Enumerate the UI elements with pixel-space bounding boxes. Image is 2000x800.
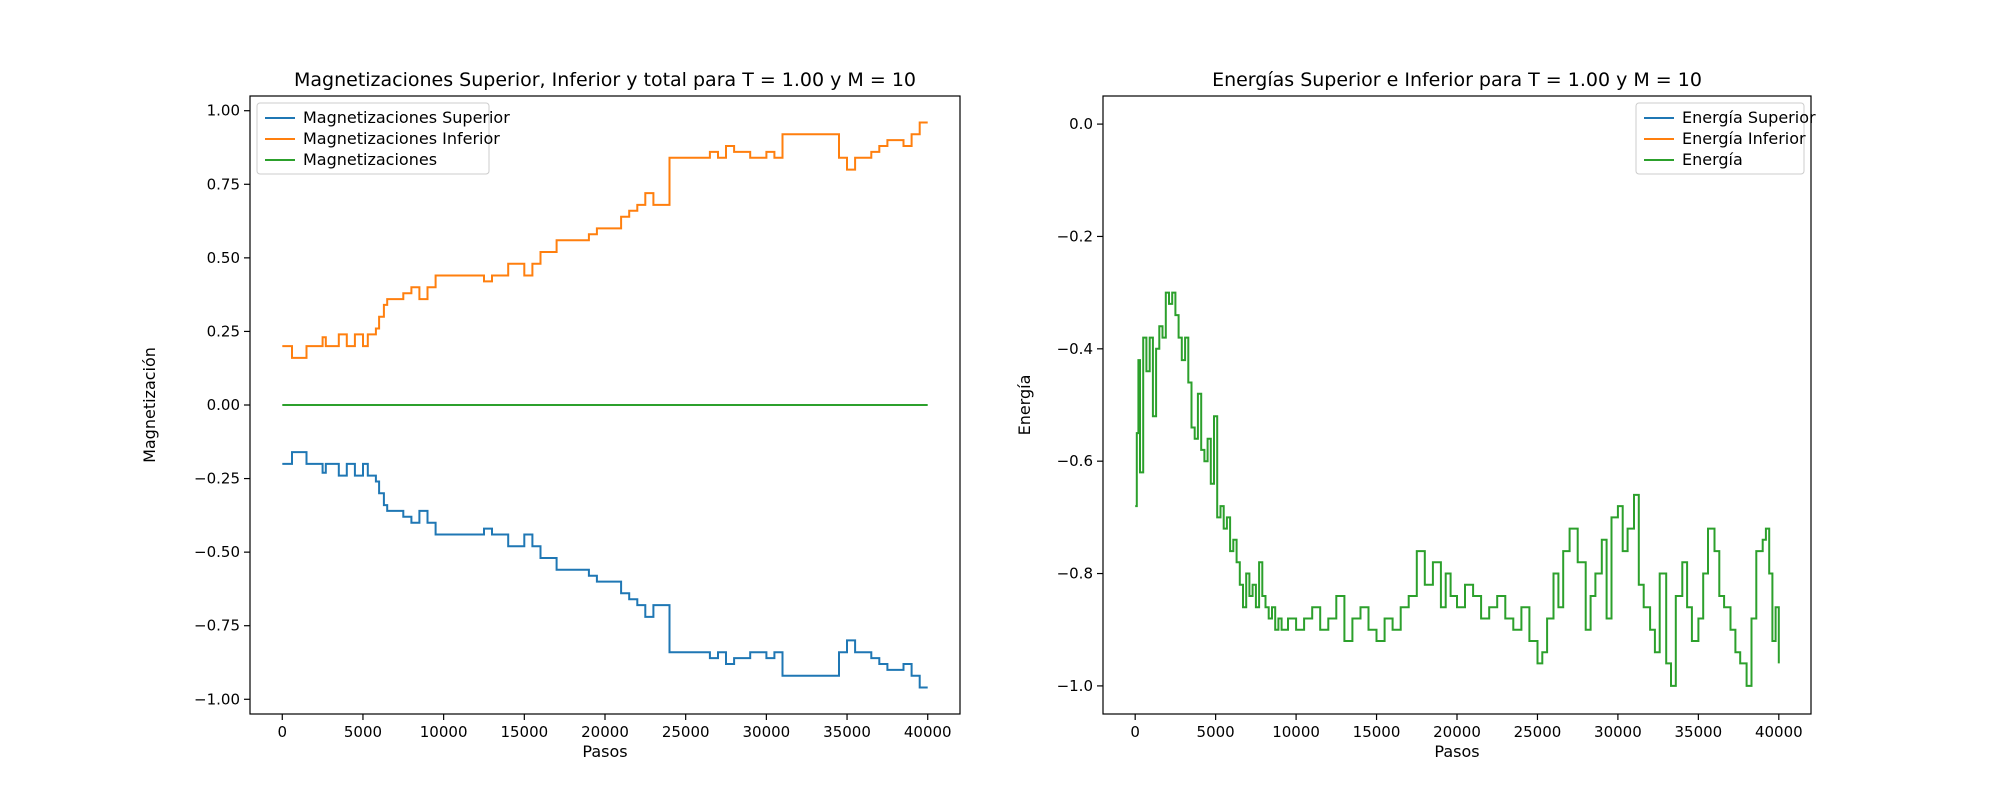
x-tick-label: 40000: [904, 723, 952, 741]
x-tick-label: 10000: [1272, 723, 1320, 741]
y-axis-label: Energía: [1015, 375, 1034, 436]
legend-label: Magnetizaciones Inferior: [303, 129, 500, 148]
series-line-1-2: [1135, 291, 1780, 687]
series-line-0-1: [282, 121, 928, 359]
y-axis-label: Magnetización: [140, 347, 159, 463]
legend-label: Energía: [1682, 150, 1743, 169]
y-tick-label: −0.2: [1057, 227, 1093, 245]
y-tick-label: 1.00: [207, 102, 240, 120]
y-tick-label: −0.8: [1057, 565, 1093, 583]
x-tick-label: 35000: [1675, 723, 1723, 741]
x-axis-label: Pasos: [582, 742, 627, 761]
x-tick-label: 5000: [344, 723, 382, 741]
legend-label: Magnetizaciones: [303, 150, 437, 169]
chart-title: Magnetizaciones Superior, Inferior y tot…: [294, 69, 916, 91]
series-line-0-0: [282, 451, 928, 689]
y-tick-label: −0.6: [1057, 452, 1093, 470]
legend-label: Energía Inferior: [1682, 129, 1806, 148]
x-tick-label: 0: [1130, 723, 1140, 741]
y-tick-label: −0.50: [194, 543, 240, 561]
x-tick-label: 15000: [500, 723, 548, 741]
legend: Energía Superior Energía Inferior Energía: [1635, 102, 1816, 175]
x-tick-label: 20000: [581, 723, 629, 741]
legend-label: Energía Superior: [1682, 108, 1816, 127]
y-tick-label: 0.75: [207, 175, 240, 193]
magnetization-chart: 0 5000 10000 15000 20000 25000 30000 35000 40000…: [140, 69, 961, 761]
y-tick-label: 0.50: [207, 249, 240, 267]
x-tick-label: 5000: [1197, 723, 1235, 741]
x-tick-label: 15000: [1353, 723, 1401, 741]
y-tick-label: −1.00: [194, 690, 240, 708]
y-tick-label: 0.0: [1069, 115, 1093, 133]
y-tick-label: −1.0: [1057, 677, 1093, 695]
y-tick-label: −0.75: [194, 617, 240, 635]
legend: Magnetizaciones Superior Magnetizaciones …: [256, 102, 510, 175]
x-axis-label: Pasos: [1434, 742, 1479, 761]
chart-title: Energías Superior e Inferior para T = 1.…: [1212, 69, 1702, 91]
y-tick-label: −0.25: [194, 470, 240, 488]
x-tick-label: 25000: [1514, 723, 1562, 741]
x-tick-label: 10000: [420, 723, 468, 741]
y-tick-label: −0.4: [1057, 340, 1093, 358]
legend-box: [1635, 102, 1805, 175]
x-tick-label: 35000: [823, 723, 871, 741]
legend-box: [256, 102, 490, 175]
x-tick-label: 30000: [1594, 723, 1642, 741]
y-tick-label: 0.25: [207, 322, 240, 340]
x-tick-label: 30000: [743, 723, 791, 741]
x-tick-label: 40000: [1755, 723, 1803, 741]
axes-frame: [1102, 95, 1812, 715]
x-tick-label: 25000: [662, 723, 710, 741]
x-tick-label: 0: [277, 723, 287, 741]
legend-label: Magnetizaciones Superior: [303, 108, 510, 127]
y-tick-label: 0.00: [207, 396, 240, 414]
energy-chart: 0 5000 10000 15000 20000 25000 30000 35000 40000…: [1015, 69, 1816, 761]
x-tick-label: 20000: [1433, 723, 1481, 741]
